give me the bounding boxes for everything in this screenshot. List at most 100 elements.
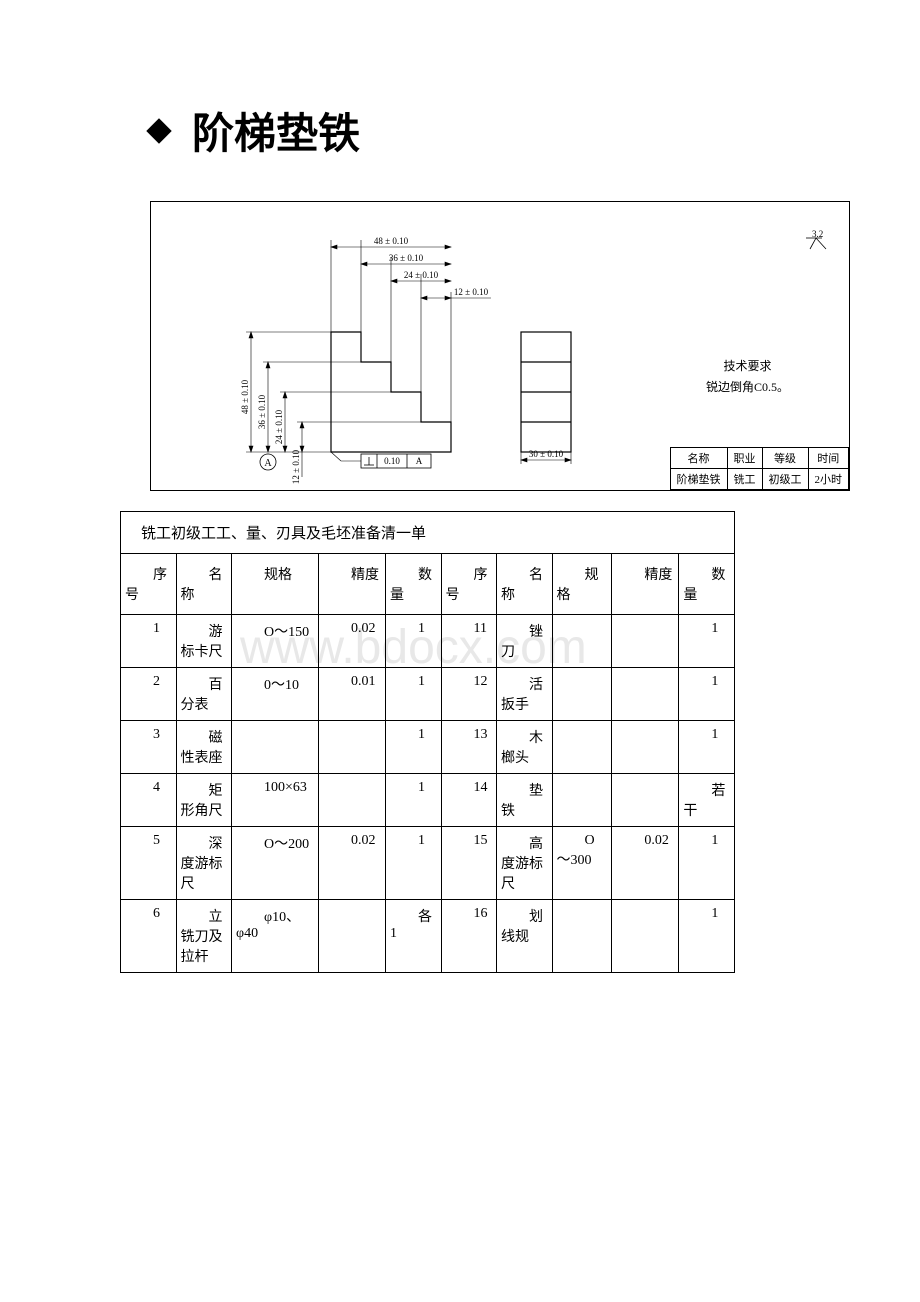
table-cell [552, 615, 612, 668]
table-cell: 1 [679, 827, 735, 900]
cell-text: 1 [390, 780, 437, 796]
cell-text: 1 [390, 727, 437, 743]
table-cell [612, 615, 679, 668]
table-cell [552, 774, 612, 827]
cell-text: 12 [446, 674, 493, 690]
table-row: 6 立铣刀及拉杆φ10、φ40 各1 16划线规 1 [121, 900, 735, 973]
table-row: 4矩形角尺100×63114垫铁若干 [121, 774, 735, 827]
info-h-job: 职业 [727, 448, 762, 469]
table-cell: 100×63 [232, 774, 319, 827]
col-h-5: 序号 [446, 564, 493, 604]
table-cell: 1 [679, 615, 735, 668]
table-cell [552, 900, 612, 973]
table-cell: 4 [121, 774, 177, 827]
table-header-row: 序号 名称 规格 精度 数量 序号 名称 规格 精度 数量 [121, 554, 735, 615]
tech-req-title: 技术要求 [706, 357, 789, 374]
cell-text: 0.02 [323, 621, 381, 637]
table-cell [552, 668, 612, 721]
title-section: 阶梯垫铁 [150, 100, 800, 161]
table-cell: 1 [679, 668, 735, 721]
table-cell: O～200 [232, 827, 319, 900]
table-cell: 12 [441, 668, 497, 721]
table-cell: 1 [385, 721, 441, 774]
perp-tol: 0.10 [384, 456, 400, 466]
table-cell [319, 900, 386, 973]
info-v-job: 铣工 [727, 469, 762, 490]
cell-text: 5 [125, 833, 172, 849]
table-cell [612, 900, 679, 973]
table-row: 2百分表0～100.01112活扳手1 [121, 668, 735, 721]
table-cell: 0.02 [612, 827, 679, 900]
cell-text: 1 [683, 833, 730, 849]
table-cell: 游标卡尺 [176, 615, 232, 668]
page-title: 阶梯垫铁 [192, 100, 360, 161]
cell-text: 15 [446, 833, 493, 849]
cell-text: 游标卡尺 [181, 621, 228, 661]
dim-v24: 24 ± 0.10 [274, 409, 284, 444]
table-cell: 6 [121, 900, 177, 973]
col-h-6: 名称 [501, 564, 548, 604]
cell-text: 若干 [683, 780, 730, 820]
table-cell: 1 [385, 774, 441, 827]
table-cell: 14 [441, 774, 497, 827]
materials-caption: 铣工初级工工、量、刃具及毛坯准备清一单 [120, 511, 735, 553]
table-cell: 深度游标尺 [176, 827, 232, 900]
table-cell [232, 721, 319, 774]
table-row: 5深度游标尺O～2000.02115高度游标尺O～3000.021 [121, 827, 735, 900]
engineering-diagram: 48 ± 0.10 36 ± 0.10 24 ± 0.10 12 ± 0.10 [150, 201, 850, 491]
info-h-name: 名称 [670, 448, 727, 469]
cell-text: 0～10 [236, 674, 314, 694]
table-cell: 木榔头 [497, 721, 553, 774]
cell-text: 活扳手 [501, 674, 548, 714]
table-cell: 0.01 [319, 668, 386, 721]
cell-text: 6 [125, 906, 172, 922]
cell-text: 13 [446, 727, 493, 743]
table-cell: 0.02 [319, 827, 386, 900]
col-h-8: 精度 [616, 564, 674, 584]
cell-text: 各1 [390, 906, 437, 942]
table-cell: 立铣刀及拉杆 [176, 900, 232, 973]
table-cell: 15 [441, 827, 497, 900]
cell-text: 3 [125, 727, 172, 743]
dim-v48: 48 ± 0.10 [240, 379, 250, 414]
table-cell: 矩形角尺 [176, 774, 232, 827]
cell-text: 1 [683, 674, 730, 690]
cell-text: φ10、φ40 [236, 906, 314, 942]
perp-ref: A [416, 456, 423, 466]
col-h-2: 规格 [236, 564, 314, 584]
table-cell [612, 721, 679, 774]
info-h-time: 时间 [808, 448, 849, 469]
table-cell [612, 668, 679, 721]
diamond-bullet [146, 118, 171, 143]
table-cell: 1 [385, 827, 441, 900]
cell-text: 矩形角尺 [181, 780, 228, 820]
table-cell: 活扳手 [497, 668, 553, 721]
cell-text: 16 [446, 906, 493, 922]
roughness-value: 3.2 [812, 229, 823, 239]
table-cell: 划线规 [497, 900, 553, 973]
col-h-9: 数量 [683, 564, 730, 604]
table-row: 3 磁性表座 1 13木榔头 1 [121, 721, 735, 774]
cell-text: 1 [683, 727, 730, 743]
table-cell [612, 774, 679, 827]
cell-text: 11 [446, 621, 493, 637]
cell-text: 0.01 [323, 674, 381, 690]
dim-h48: 48 ± 0.10 [374, 236, 409, 246]
table-cell: φ10、φ40 [232, 900, 319, 973]
table-cell: 1 [679, 900, 735, 973]
col-h-0: 序号 [125, 564, 172, 604]
col-h-7: 规格 [557, 564, 608, 604]
title-block-table: 名称 职业 等级 时间 阶梯垫铁 铣工 初级工 2小时 [670, 447, 850, 490]
datum-a: A [264, 458, 272, 469]
cell-text: 磁性表座 [181, 727, 228, 767]
cell-text: 2 [125, 674, 172, 690]
cell-text: 0.02 [323, 833, 381, 849]
cell-text: 1 [390, 833, 437, 849]
table-cell [319, 721, 386, 774]
cell-text: 4 [125, 780, 172, 796]
cell-text: 1 [125, 621, 172, 637]
cell-text: 1 [683, 906, 730, 922]
dim-v36: 36 ± 0.10 [257, 394, 267, 429]
dim-v12: 12 ± 0.10 [291, 449, 301, 484]
cell-text: 立铣刀及拉杆 [181, 906, 228, 966]
